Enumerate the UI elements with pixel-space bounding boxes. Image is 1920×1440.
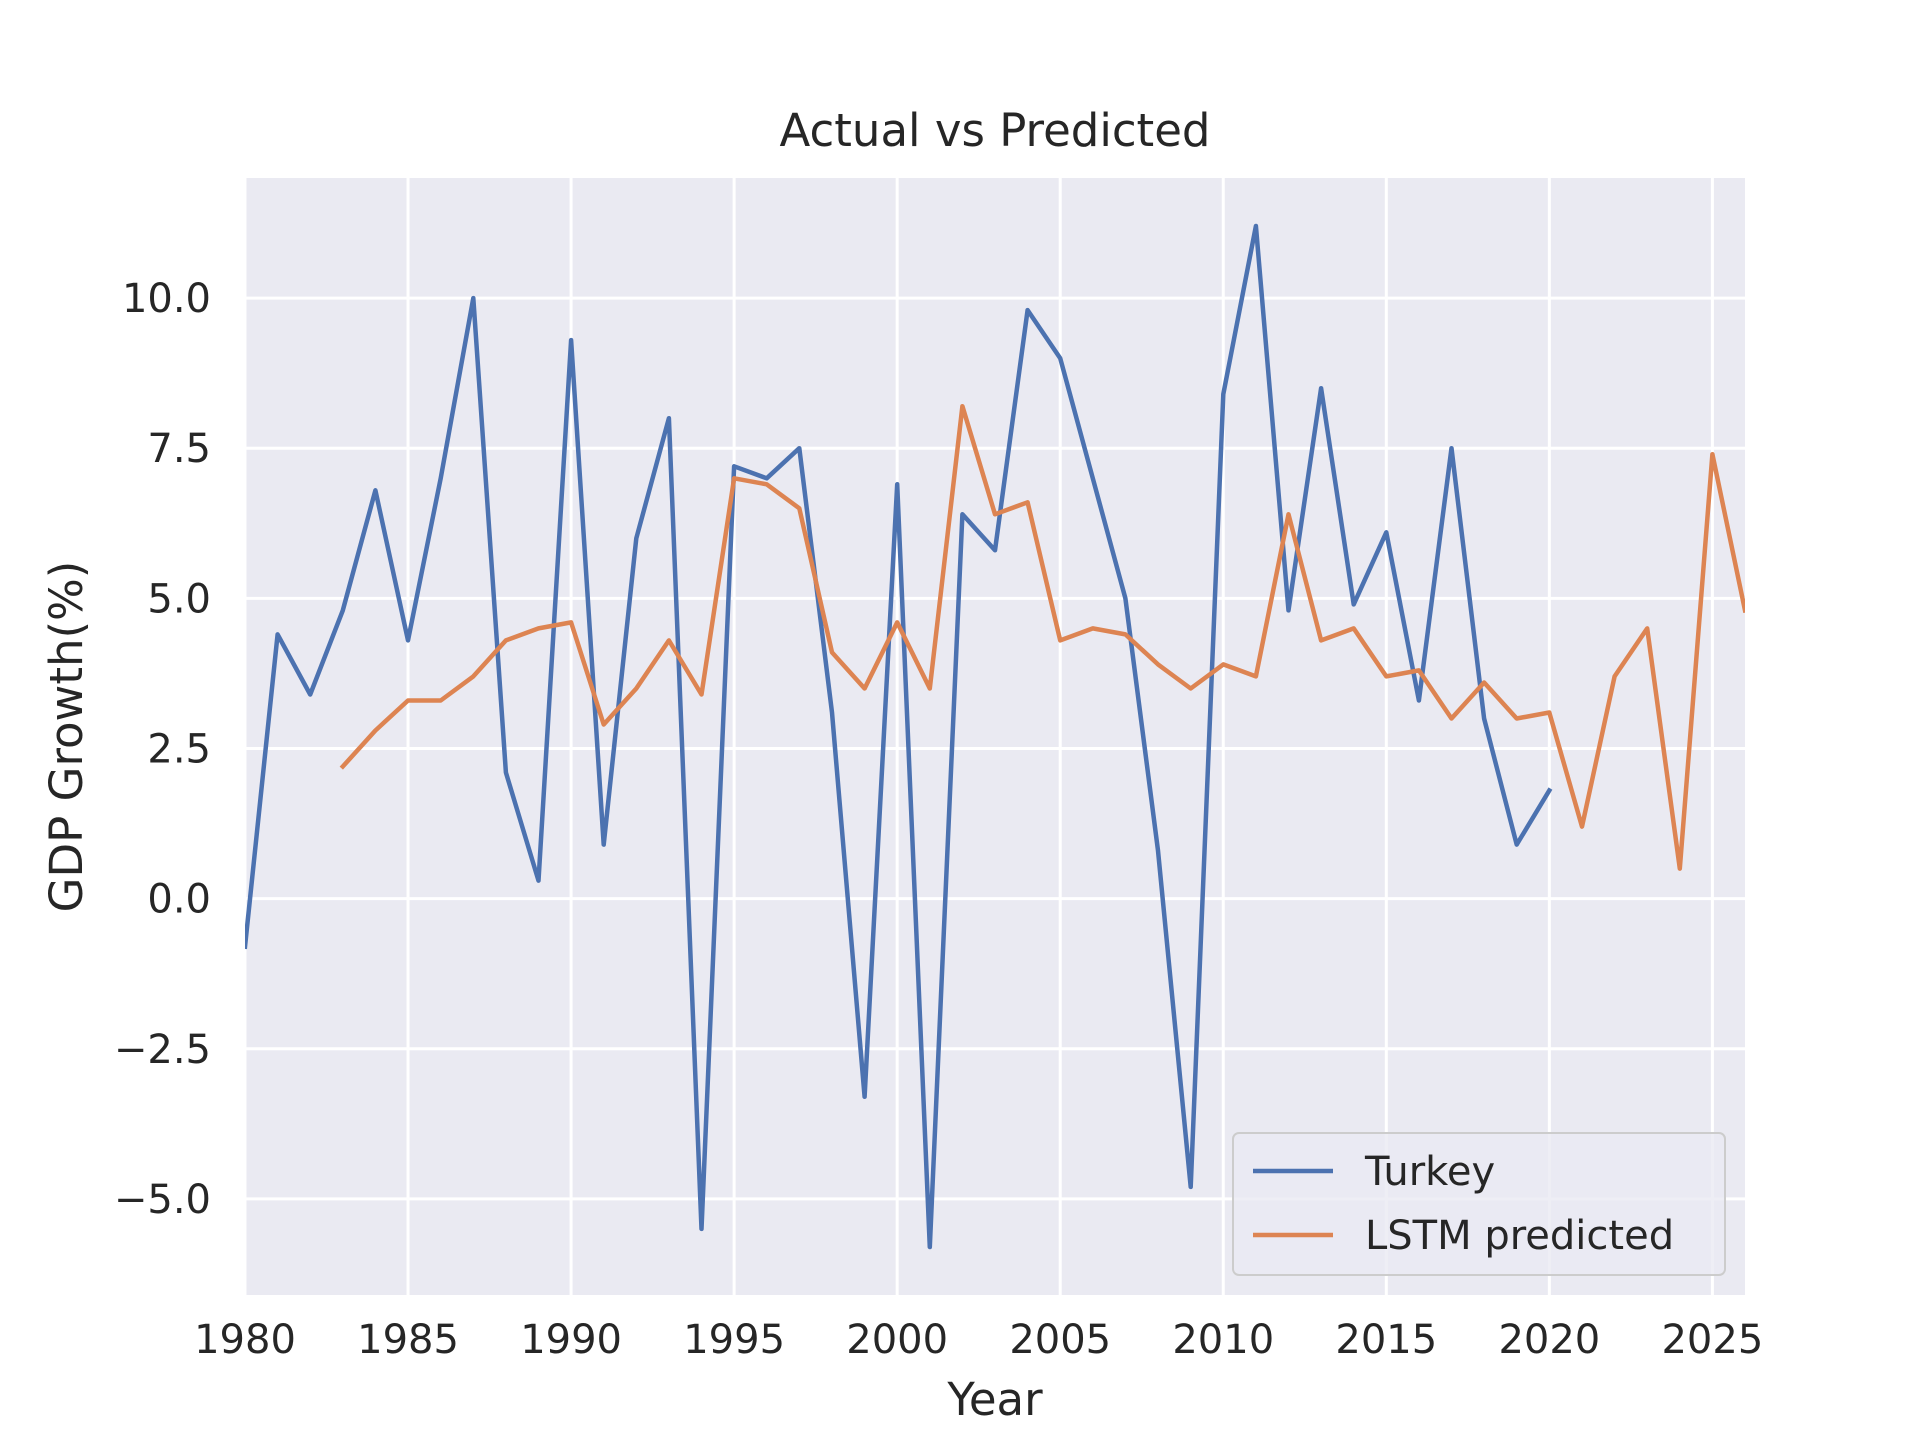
y-axis-title: GDP Growth(%) xyxy=(40,561,93,913)
x-tick-label: 2000 xyxy=(846,1317,948,1363)
x-tick-label: 2020 xyxy=(1498,1317,1600,1363)
x-tick-label: 1985 xyxy=(357,1317,459,1363)
legend: Turkey LSTM predicted xyxy=(1232,1132,1726,1276)
legend-box xyxy=(1232,1132,1726,1276)
x-axis-title: Year xyxy=(946,1373,1043,1426)
y-tick-label: 7.5 xyxy=(147,426,211,472)
plot-area xyxy=(245,178,1745,1295)
x-tick-label: 2025 xyxy=(1661,1317,1763,1363)
x-tick-label: 2015 xyxy=(1335,1317,1437,1363)
x-tick-label: 1995 xyxy=(683,1317,785,1363)
x-tick-label: 1980 xyxy=(194,1317,296,1363)
x-tick-label: 1990 xyxy=(520,1317,622,1363)
y-tick-label: 10.0 xyxy=(122,276,211,322)
chart-title: Actual vs Predicted xyxy=(780,104,1211,157)
y-tick-label: 0.0 xyxy=(147,877,211,923)
x-tick-label: 2010 xyxy=(1172,1317,1274,1363)
y-tick-label: −2.5 xyxy=(114,1027,211,1073)
series-line-lstm-predicted xyxy=(339,403,1745,871)
x-axis-ticks: 1980 1985 1990 1995 2000 2005 2010 2015 2020 2025 xyxy=(194,1317,1763,1363)
y-tick-label: 2.5 xyxy=(147,727,211,773)
series-line-turkey xyxy=(245,223,1553,1250)
y-axis-ticks: −5.0 −2.5 0.0 2.5 5.0 7.5 10.0 xyxy=(114,276,211,1223)
y-tick-label: 5.0 xyxy=(147,576,211,622)
legend-label: Turkey xyxy=(1364,1149,1495,1195)
series-lines xyxy=(245,223,1745,1250)
legend-label: LSTM predicted xyxy=(1365,1213,1674,1259)
x-tick-label: 2005 xyxy=(1009,1317,1111,1363)
y-tick-label: −5.0 xyxy=(114,1177,211,1223)
